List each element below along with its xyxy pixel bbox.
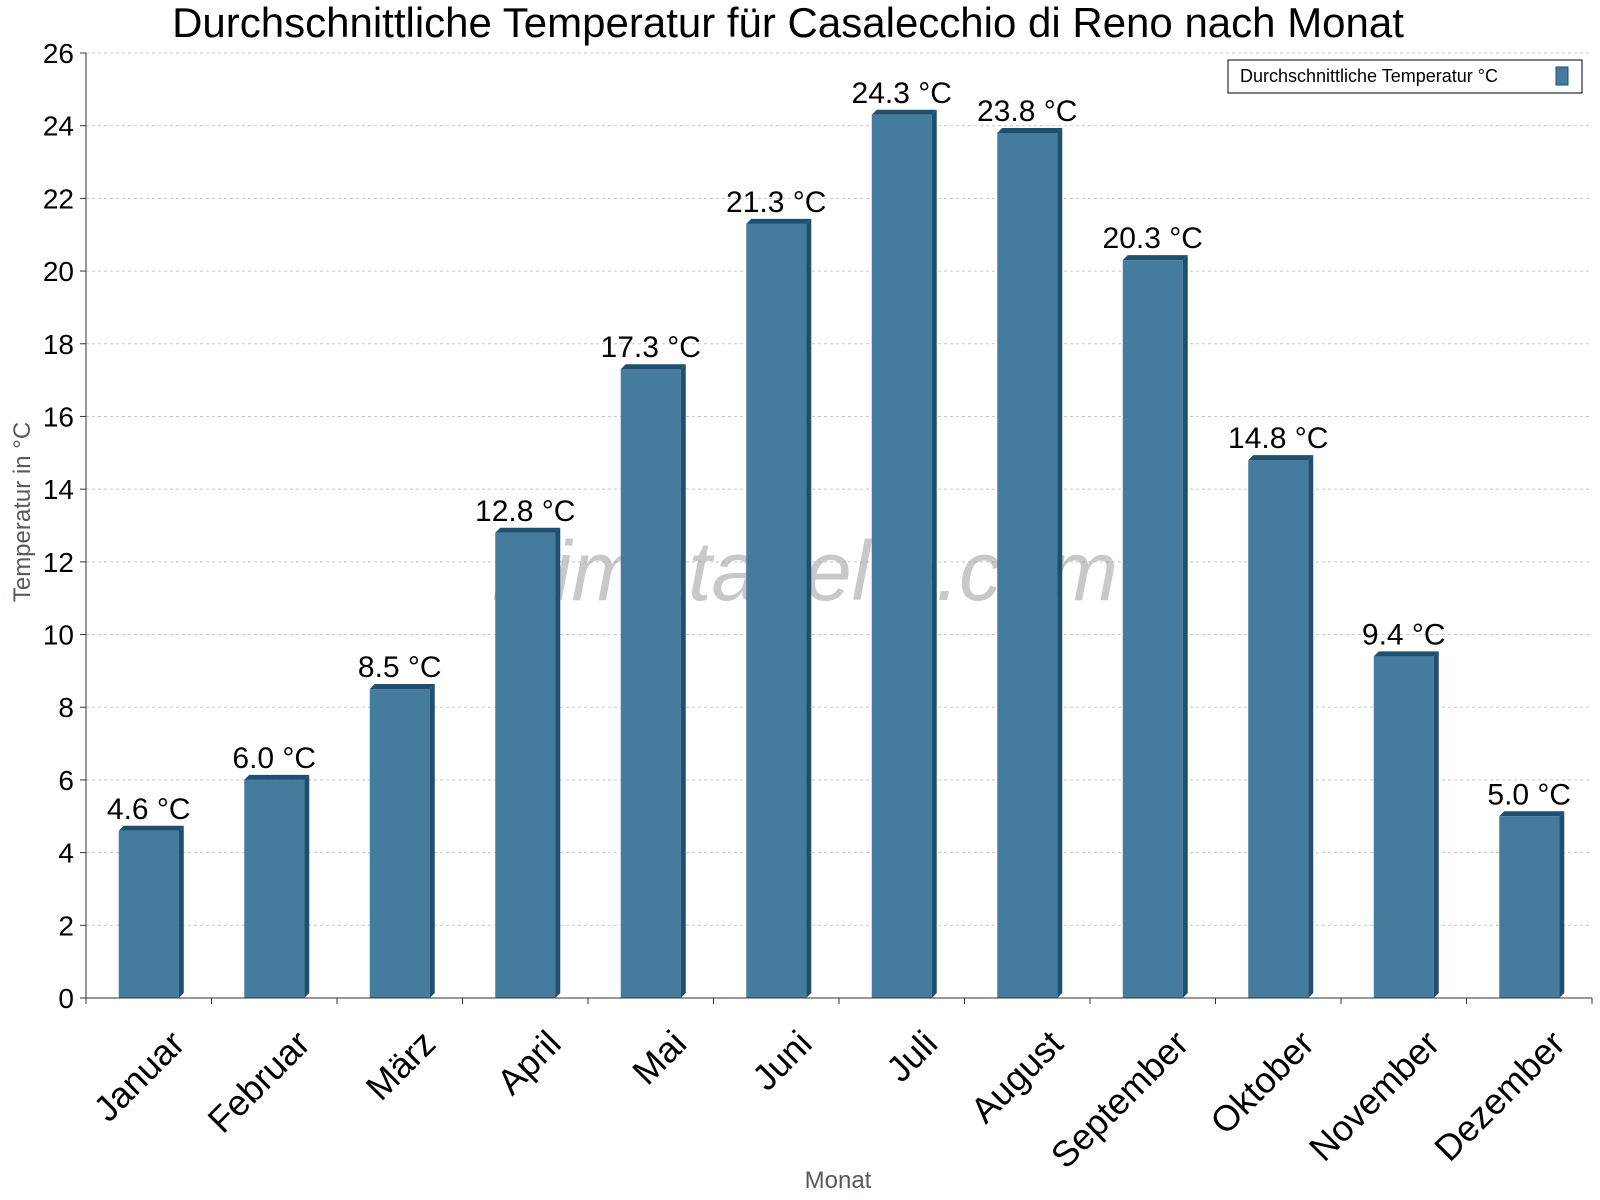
x-tick-label: November [1301,1022,1447,1168]
bar-top [1373,651,1439,657]
x-tick-label: August [962,1022,1070,1130]
x-tick-label: Januar [85,1022,192,1129]
bar [118,830,179,998]
y-tick-label: 6 [58,765,74,796]
data-label: 12.8 °C [475,495,575,528]
y-tick-label: 26 [43,38,74,69]
bar-side [806,218,812,999]
data-label: 4.6 °C [107,793,191,826]
bar-top [746,218,812,224]
bar-top [495,527,561,533]
bar-top [871,109,937,115]
y-tick-label: 14 [43,474,74,505]
bar-top [620,364,686,370]
bar-top [244,774,310,780]
bar [1499,816,1560,998]
data-labels: 4.6 °C 6.0 °C 8.5 °C 12.8 °C 17.3 °C 21.3 °C 2… [107,77,1571,826]
x-tick-label: März [358,1022,444,1108]
y-tick-label: 10 [43,620,74,651]
data-label: 20.3 °C [1103,222,1203,255]
bar-side [1308,455,1314,999]
data-label: 14.8 °C [1228,422,1328,455]
bar-top [1248,455,1314,461]
bar-side [931,109,937,999]
bar-side [178,825,184,998]
bar-side [680,364,686,998]
legend: Durchschnittliche Temperatur °C [1227,59,1583,94]
bar-top [369,684,435,690]
grid-lines [86,52,1592,926]
data-label: 6.0 °C [232,742,316,775]
y-tick-label: 12 [43,547,74,578]
data-label: 23.8 °C [977,95,1077,128]
y-axis-label: Temperatur in °C [9,422,36,602]
data-label: 24.3 °C [852,77,952,110]
bar [997,132,1058,998]
bar [369,689,430,998]
x-tick-label: Dezember [1426,1022,1572,1168]
y-tick-label: 0 [58,983,74,1014]
bar [1373,656,1434,998]
data-label: 17.3 °C [601,331,701,364]
x-tick-label: Oktober [1202,1022,1322,1142]
bar-side [1057,127,1063,998]
legend-box [1227,59,1583,94]
bar-side [304,774,310,998]
bar [871,114,932,999]
data-label: 21.3 °C [726,186,826,219]
bar-side [1182,255,1188,998]
bar [746,223,807,999]
chart-title: Durchschnittliche Temperatur für Casalec… [172,0,1404,46]
bars [118,109,1565,999]
bar [1122,260,1183,998]
bar-top [1499,811,1565,817]
bar-top [1122,255,1188,261]
bar-side [429,684,435,998]
y-tick-label: 16 [43,401,74,432]
bar-top [997,127,1063,133]
x-tick-label: April [489,1022,569,1102]
bar [244,779,305,998]
x-tick-label: Juli [878,1022,945,1089]
y-tick-label: 18 [43,329,74,360]
bar [1248,460,1309,999]
bar-side [555,527,561,998]
x-tick-label: Februar [200,1022,318,1140]
y-tick-label: 2 [58,910,74,941]
y-tick-label: 4 [58,838,74,869]
data-label: 8.5 °C [358,651,442,684]
bar-top [118,825,184,831]
legend-label: Durchschnittliche Temperatur °C [1240,66,1498,86]
y-tick-label: 20 [43,256,74,287]
y-tick-label: 8 [58,692,74,723]
data-label: 5.0 °C [1487,778,1571,811]
legend-swatch [1555,66,1569,86]
bar-side [1559,811,1565,998]
x-tick-label: Mai [624,1022,694,1092]
y-tick-label: 24 [43,111,74,142]
bar-side [1433,651,1439,998]
x-tick-label: Juni [744,1022,820,1098]
x-axis-label: Monat [805,1167,872,1194]
data-label: 9.4 °C [1362,618,1446,651]
x-tick-label: September [1043,1022,1197,1176]
y-tick-label: 22 [43,183,74,214]
bar [620,369,681,998]
bar [495,532,556,998]
